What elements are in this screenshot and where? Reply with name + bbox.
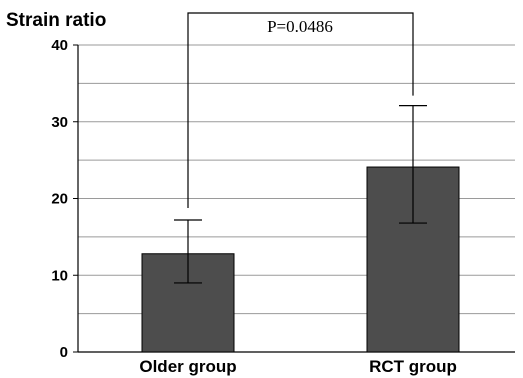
chart-title: Strain ratio [6, 10, 106, 31]
bars [141, 166, 460, 353]
y-tick-label: 10 [51, 267, 68, 284]
p-value-label: P=0.0486 [267, 17, 333, 36]
y-tick-labels: 0 10 20 30 40 [51, 37, 68, 361]
y-tick-label: 0 [60, 344, 68, 361]
x-category-label: Older group [139, 357, 236, 376]
x-category-label: RCT group [369, 357, 457, 376]
y-tick-label: 40 [51, 37, 68, 54]
x-category-labels: Older group RCT group [139, 357, 457, 376]
y-tick-label: 20 [51, 191, 68, 208]
y-tick-label: 30 [51, 114, 68, 131]
significance-bracket: P=0.0486 [187, 12, 414, 208]
bracket-line [187, 12, 414, 208]
error-bars [174, 105, 427, 284]
